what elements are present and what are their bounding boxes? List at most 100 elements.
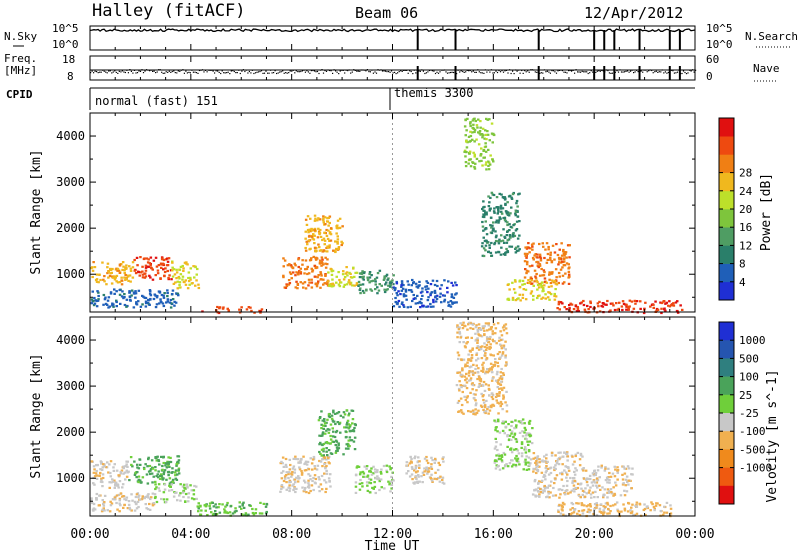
scatter-cell xyxy=(173,300,176,303)
scatter-cell xyxy=(574,454,577,458)
scatter-cell xyxy=(669,507,673,510)
scatter-cell xyxy=(338,217,342,220)
scatter-cell xyxy=(558,248,561,251)
scatter-cell xyxy=(301,263,304,266)
scatter-cell xyxy=(588,489,591,492)
scatter-cell xyxy=(549,293,553,296)
scatter-cell xyxy=(455,301,458,304)
scatter-cell xyxy=(130,509,133,512)
scatter-cell xyxy=(484,142,487,145)
scatter-cell xyxy=(162,268,165,271)
scatter-cell xyxy=(128,290,131,293)
freq-point xyxy=(185,70,187,72)
scatter-cell xyxy=(517,249,520,252)
scatter-cell xyxy=(303,281,307,284)
scatter-cell xyxy=(573,508,577,511)
scatter-cell xyxy=(561,260,564,263)
scatter-cell xyxy=(368,271,372,274)
velocity-plot-frame xyxy=(90,317,695,516)
scatter-cell xyxy=(160,293,164,297)
scatter-cell xyxy=(115,300,118,304)
colorbar-tick-label: 4 xyxy=(739,276,746,289)
freq-point xyxy=(571,70,573,72)
scatter-cell xyxy=(491,338,494,341)
scatter-cell xyxy=(482,401,486,404)
scatter-cell xyxy=(385,469,388,472)
scatter-cell xyxy=(167,461,170,464)
scatter-cell xyxy=(505,410,509,413)
scatter-cell xyxy=(144,495,148,498)
scatter-cell xyxy=(550,451,554,454)
scatter-cell xyxy=(185,261,188,264)
scatter-cell xyxy=(290,475,293,478)
scatter-cell xyxy=(487,370,491,373)
scatter-cell xyxy=(532,298,535,301)
scatter-cell xyxy=(336,235,339,238)
scatter-cell xyxy=(515,202,518,205)
scatter-cell xyxy=(582,299,585,303)
scatter-cell xyxy=(164,267,167,270)
scatter-cell xyxy=(329,473,332,476)
scatter-cell xyxy=(563,281,566,284)
scatter-cell xyxy=(506,230,509,233)
scatter-cell xyxy=(120,279,124,282)
nsearch-tick-top: 10^5 xyxy=(706,22,733,35)
freq-trace xyxy=(90,66,697,80)
scatter-cell xyxy=(494,239,498,243)
scatter-cell xyxy=(544,486,547,489)
scatter-cell xyxy=(618,511,621,514)
scatter-cell xyxy=(306,243,309,246)
freq-point xyxy=(244,70,246,73)
freq-point xyxy=(274,70,276,72)
scatter-cell xyxy=(337,442,340,445)
scatter-cell xyxy=(155,500,159,504)
scatter-cell xyxy=(181,275,185,278)
scatter-cell xyxy=(632,307,636,310)
scatter-cell xyxy=(123,276,126,279)
scatter-cell xyxy=(292,465,296,468)
scatter-cell xyxy=(386,288,389,291)
scatter-cell xyxy=(159,473,163,476)
scatter-cell xyxy=(492,340,495,343)
scatter-cell xyxy=(531,493,535,496)
scatter-cell xyxy=(434,471,437,474)
scatter-cell xyxy=(625,303,628,306)
scatter-cell xyxy=(485,168,488,171)
scatter-cell xyxy=(609,504,612,508)
colorbar-block xyxy=(719,431,734,450)
scatter-cell xyxy=(496,206,500,210)
scatter-cell xyxy=(91,501,94,505)
scatter-cell xyxy=(110,282,114,285)
scatter-cell xyxy=(505,234,509,237)
scatter-cell xyxy=(493,459,497,462)
scatter-cell xyxy=(488,346,491,349)
freq-point xyxy=(610,72,612,74)
scatter-cell xyxy=(134,471,138,474)
scatter-cell xyxy=(499,443,502,446)
scatter-cell xyxy=(496,380,499,384)
scatter-cell xyxy=(498,431,502,434)
scatter-cell xyxy=(360,275,363,279)
scatter-cell xyxy=(550,454,554,457)
scatter-cell xyxy=(580,502,583,505)
scatter-cell xyxy=(528,440,532,443)
scatter-cell xyxy=(355,271,359,274)
scatter-cell xyxy=(226,307,229,310)
scatter-cell xyxy=(174,281,177,284)
scatter-cell xyxy=(517,297,520,300)
scatter-cell xyxy=(127,500,131,503)
scatter-cell xyxy=(329,283,333,286)
scatter-cell xyxy=(494,429,497,432)
scatter-cell xyxy=(493,211,496,214)
scatter-cell xyxy=(517,452,521,455)
scatter-cell xyxy=(526,440,529,443)
scatter-cell xyxy=(533,489,536,492)
scatter-cell xyxy=(402,295,406,298)
scatter-cell xyxy=(326,442,330,445)
colorbar-block xyxy=(719,263,734,283)
scatter-cell xyxy=(327,280,330,283)
scatter-cell xyxy=(155,475,158,478)
scatter-cell xyxy=(583,495,587,498)
scatter-cell xyxy=(582,467,585,470)
scatter-cell xyxy=(141,265,144,268)
